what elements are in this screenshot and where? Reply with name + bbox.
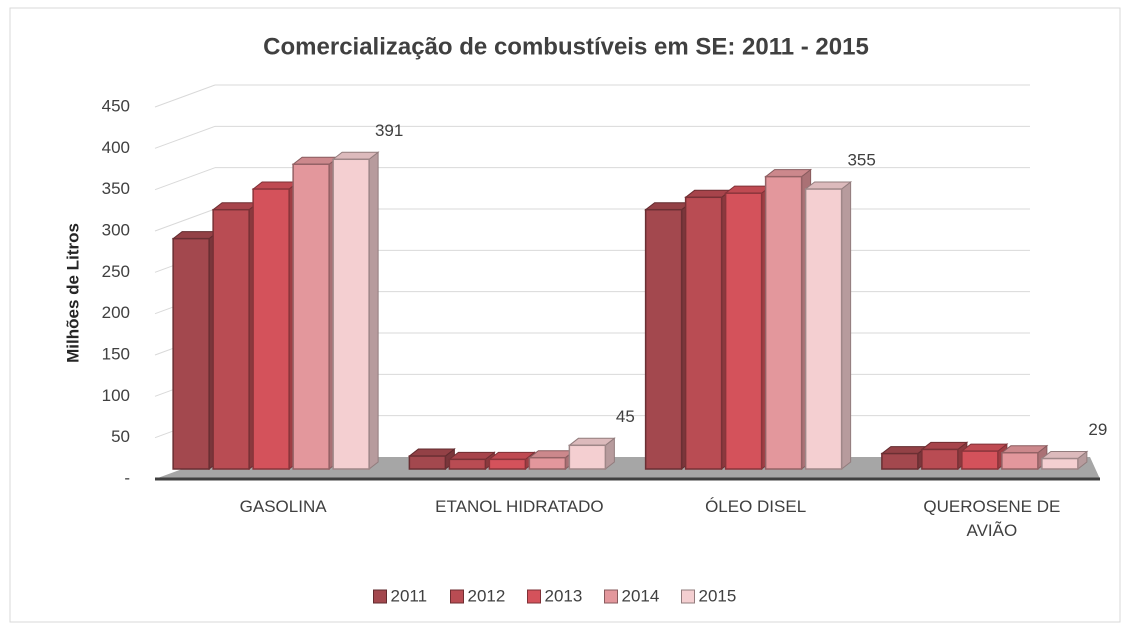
legend-label: 2013	[545, 586, 583, 605]
grid-line	[154, 84, 216, 108]
bar-side	[841, 181, 852, 471]
y-tick-label: 100	[102, 386, 130, 405]
bar	[1041, 457, 1079, 470]
legend-label: 2011	[391, 586, 428, 605]
bar	[1001, 451, 1039, 470]
bar	[724, 192, 763, 470]
y-tick-label: 250	[102, 262, 130, 281]
x-tick-label: QUEROSENE DE AVIÃO	[923, 497, 1061, 540]
y-axis-label: Milhões de Litros	[63, 223, 82, 363]
y-tick-label: 200	[102, 303, 130, 322]
value-label: 391	[375, 121, 403, 140]
y-tick-label: -	[124, 468, 130, 487]
value-label: 45	[616, 407, 635, 426]
y-tick-label: 50	[111, 427, 130, 446]
bar	[448, 458, 487, 470]
y-tick-label: 350	[102, 179, 130, 198]
grid-line	[154, 167, 216, 191]
y-tick-label: 300	[102, 220, 130, 239]
legend-swatch	[681, 589, 695, 604]
bar-side	[368, 151, 379, 471]
bar	[764, 175, 803, 470]
bar	[488, 458, 527, 470]
legend-label: 2014	[622, 586, 660, 605]
bar	[568, 444, 607, 470]
y-tick-label: 150	[102, 344, 130, 363]
y-tick-label: 450	[102, 96, 130, 115]
bar	[408, 455, 447, 470]
chart-title: Comercialização de combustíveis em SE: 2…	[263, 33, 869, 60]
x-tick-label: ETANOL HIDRATADO	[435, 497, 604, 516]
legend-swatch	[604, 589, 618, 604]
value-label: 355	[847, 151, 875, 170]
legend-swatch	[373, 589, 387, 604]
bar	[881, 452, 919, 470]
grid-line	[154, 125, 216, 149]
y-tick-label: 400	[102, 138, 130, 157]
bar	[292, 163, 330, 470]
x-tick-label: ÓLEO DISEL	[705, 497, 807, 516]
bar	[332, 158, 370, 470]
bar	[644, 208, 683, 470]
bar	[921, 448, 959, 470]
legend-label: 2012	[468, 586, 506, 605]
legend-label: 2015	[699, 586, 737, 605]
bar	[961, 450, 999, 470]
floor	[155, 457, 1100, 479]
bar	[252, 188, 290, 470]
bar	[212, 208, 250, 470]
bar	[528, 456, 567, 470]
value-label: 29	[1088, 420, 1107, 439]
grid-line	[154, 208, 216, 232]
bar	[172, 237, 210, 470]
legend-swatch	[527, 589, 541, 604]
legend-swatch	[450, 589, 464, 604]
x-tick-label: GASOLINA	[239, 497, 327, 516]
bar	[804, 188, 843, 470]
bar	[684, 196, 723, 470]
